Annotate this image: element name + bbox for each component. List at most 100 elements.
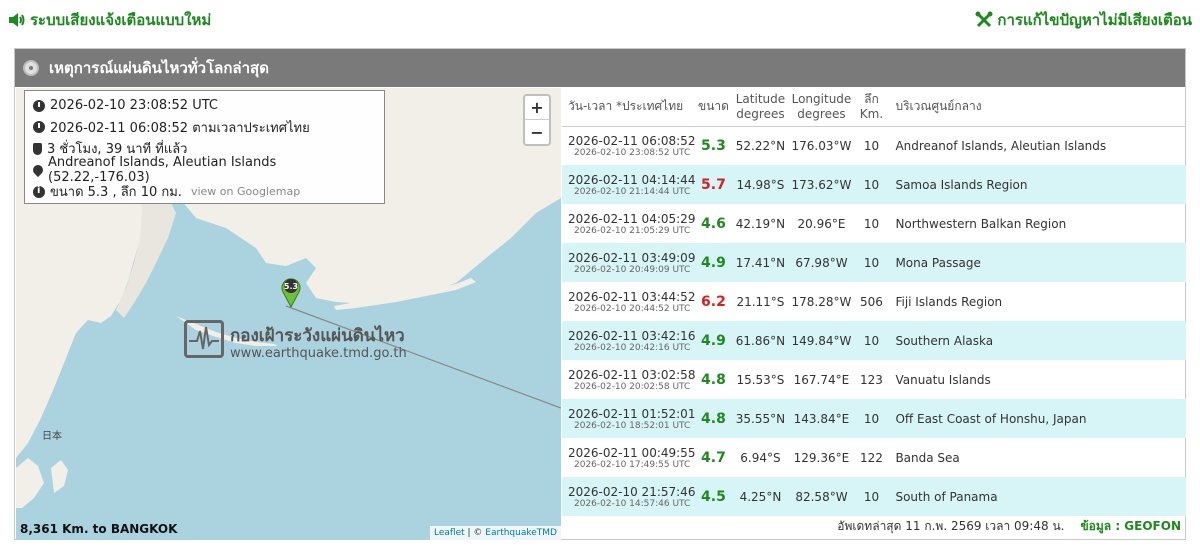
zoom-in-button[interactable]: + bbox=[525, 96, 549, 120]
cell-region: Andreanof Islands, Aleutian Islands bbox=[895, 138, 1107, 153]
table-row[interactable]: 2026-02-11 03:44:52 2026-02-10 20:44:52 U… bbox=[562, 282, 1186, 321]
cell-longitude: 176.03°W bbox=[791, 138, 852, 153]
cell-depth: 10 bbox=[853, 399, 890, 438]
zoom-out-button[interactable]: − bbox=[530, 122, 544, 142]
clock-icon bbox=[33, 99, 45, 112]
table-body: 2026-02-11 06:08:52 2026-02-10 23:08:52 U… bbox=[562, 126, 1186, 516]
new-alert-sound-link[interactable]: ระบบเสียงแจ้งเตือนแบบใหม่ bbox=[8, 8, 211, 32]
cell-magnitude: 4.9 bbox=[695, 321, 732, 360]
earthquake-panel: เหตุการณ์แผ่นดินไหวทั่วโลกล่าสุด 2026-02… bbox=[14, 48, 1186, 540]
cell-region: Off East Coast of Honshu, Japan bbox=[889, 399, 1186, 438]
cell-longitude: 149.84°W bbox=[789, 321, 854, 360]
utc-time: 2026-02-10 20:44:52 UTC bbox=[574, 303, 691, 314]
leaflet-link[interactable]: Leaflet bbox=[434, 528, 465, 538]
epicenter-marker[interactable]: 5.3 bbox=[280, 276, 301, 309]
info-magnitude-depth: ขนาด 5.3 , ลึก 10 กม. bbox=[50, 185, 182, 201]
header-longitude: Longitude degrees bbox=[789, 88, 854, 127]
googlemap-link[interactable]: view on Googlemap bbox=[190, 185, 301, 199]
cell-datetime: 2026-02-11 06:08:52 2026-02-10 23:08:52 U… bbox=[562, 126, 695, 165]
earthquake-map[interactable]: 2026-02-10 23:08:52 UTC 2026-02-11 06:08… bbox=[16, 88, 561, 540]
no-sound-fix-label: การแก้ไขปัญหาไม่มีเสียงเตือน bbox=[997, 11, 1192, 29]
earthquake-table-wrap: วัน-เวลา *ประเทศไทย ขนาด Latitude degree… bbox=[562, 88, 1187, 540]
cell-longitude: 178.28°W bbox=[791, 294, 852, 309]
table-row[interactable]: 2026-02-11 06:08:52 2026-02-10 23:08:52 U… bbox=[562, 126, 1186, 165]
hourglass-icon bbox=[33, 142, 42, 155]
clock-icon bbox=[33, 121, 45, 134]
cell-depth: 10 bbox=[853, 165, 890, 204]
cell-latitude: 15.53°S bbox=[736, 372, 785, 387]
cell-datetime: 2026-02-11 04:05:29 2026-02-10 21:05:29 U… bbox=[562, 204, 695, 243]
info-thai-row: 2026-02-11 06:08:52 ตามเวลาประเทศไทย bbox=[33, 117, 376, 139]
local-time: 2026-02-11 03:02:58 bbox=[568, 367, 696, 382]
table-header-row: วัน-เวลา *ประเทศไทย ขนาด Latitude degree… bbox=[562, 88, 1186, 127]
utc-time: 2026-02-10 20:02:58 UTC bbox=[574, 381, 691, 392]
table-row[interactable]: 2026-02-11 03:49:09 2026-02-10 20:49:09 U… bbox=[562, 243, 1186, 282]
header-magnitude: ขนาด bbox=[695, 88, 732, 127]
local-time: 2026-02-11 04:05:29 bbox=[568, 211, 696, 226]
cell-datetime: 2026-02-11 04:14:44 2026-02-10 21:14:44 U… bbox=[562, 165, 696, 204]
utc-time: 2026-02-10 21:05:29 UTC bbox=[574, 225, 691, 236]
cell-datetime: 2026-02-11 03:42:16 2026-02-10 20:42:16 U… bbox=[562, 321, 696, 360]
utc-time: 2026-02-10 14:57:46 UTC bbox=[574, 498, 691, 509]
cell-depth: 10 bbox=[863, 138, 880, 153]
cell-magnitude: 4.9 bbox=[695, 243, 732, 282]
info-elapsed: 3 ชั่วโมง, 39 นาที ที่แล้ว bbox=[47, 142, 188, 158]
cell-depth: 123 bbox=[860, 372, 883, 387]
cell-latitude: 52.22°N bbox=[735, 138, 786, 153]
no-sound-fix-link[interactable]: การแก้ไขปัญหาไม่มีเสียงเตือน bbox=[975, 8, 1192, 32]
local-time: 2026-02-11 04:14:44 bbox=[568, 172, 696, 187]
local-time: 2026-02-11 03:44:52 bbox=[568, 289, 696, 304]
event-info-box: 2026-02-10 23:08:52 UTC 2026-02-11 06:08… bbox=[24, 90, 385, 204]
utc-time: 2026-02-10 21:14:44 UTC bbox=[574, 186, 691, 197]
cell-depth: 10 bbox=[853, 321, 890, 360]
cell-region: Southern Alaska bbox=[889, 321, 1186, 360]
cell-latitude: 21.11°S bbox=[736, 294, 785, 309]
cell-longitude: 167.74°E bbox=[793, 372, 850, 387]
cell-depth: 122 bbox=[860, 450, 883, 465]
header-region: บริเวณศูนย์กลาง bbox=[889, 88, 1186, 127]
table-row[interactable]: 2026-02-10 21:57:46 2026-02-10 14:57:46 U… bbox=[562, 477, 1186, 516]
info-location-row: Andreanof Islands, Aleutian Islands (52.… bbox=[30, 155, 376, 185]
table-row[interactable]: 2026-02-11 03:42:16 2026-02-10 20:42:16 U… bbox=[562, 321, 1186, 360]
panel-title: เหตุการณ์แผ่นดินไหวทั่วโลกล่าสุด bbox=[49, 59, 269, 77]
panel-header: เหตุการณ์แผ่นดินไหวทั่วโลกล่าสุด bbox=[15, 49, 1185, 87]
header-depth: ลึก Km. bbox=[853, 88, 890, 127]
seismograph-logo-icon bbox=[184, 320, 224, 358]
cell-magnitude: 4.8 bbox=[701, 371, 726, 388]
attribution-separator: | © bbox=[464, 528, 486, 538]
cell-datetime: 2026-02-10 21:57:46 2026-02-10 14:57:46 U… bbox=[562, 477, 696, 516]
cell-latitude: 17.41°N bbox=[731, 243, 790, 282]
info-utc-time: 2026-02-10 23:08:52 UTC bbox=[50, 98, 218, 114]
table-row[interactable]: 2026-02-11 03:02:58 2026-02-10 20:02:58 U… bbox=[562, 360, 1186, 399]
cell-longitude: 143.84°E bbox=[789, 399, 854, 438]
cell-longitude: 82.58°W bbox=[789, 477, 854, 516]
cell-magnitude: 5.7 bbox=[695, 165, 732, 204]
cell-region: South of Panama bbox=[889, 477, 1186, 516]
table-footer: อัพเดทล่าสุด 11 ก.พ. 2569 เวลา 09:48 น. … bbox=[837, 517, 1181, 536]
cell-depth: 10 bbox=[853, 477, 890, 516]
table-row[interactable]: 2026-02-11 04:14:44 2026-02-10 21:14:44 U… bbox=[562, 165, 1186, 204]
table-row[interactable]: 2026-02-11 01:52:01 2026-02-10 18:52:01 U… bbox=[562, 399, 1186, 438]
earthquaketmd-link[interactable]: EarthquakeTMD bbox=[485, 528, 557, 538]
cell-latitude: 6.94°S bbox=[740, 450, 781, 465]
header-datetime: วัน-เวลา *ประเทศไทย bbox=[562, 88, 696, 127]
utc-time: 2026-02-10 18:52:01 UTC bbox=[574, 420, 691, 431]
cell-region: Fiji Islands Region bbox=[895, 294, 1003, 309]
cell-longitude: 173.62°W bbox=[789, 165, 854, 204]
local-time: 2026-02-11 03:42:16 bbox=[568, 328, 696, 343]
local-time: 2026-02-11 06:08:52 bbox=[568, 133, 696, 148]
local-time: 2026-02-11 00:49:55 bbox=[568, 445, 696, 460]
table-row[interactable]: 2026-02-11 04:05:29 2026-02-10 21:05:29 U… bbox=[562, 204, 1186, 243]
info-utc-row: 2026-02-10 23:08:52 UTC bbox=[33, 95, 376, 117]
top-bar: ระบบเสียงแจ้งเตือนแบบใหม่ การแก้ไขปัญหาไ… bbox=[0, 0, 1200, 40]
local-time: 2026-02-10 21:57:46 bbox=[568, 484, 696, 499]
cell-datetime: 2026-02-11 00:49:55 2026-02-10 17:49:55 U… bbox=[562, 438, 695, 477]
cell-magnitude: 6.2 bbox=[701, 293, 726, 310]
speaker-icon bbox=[9, 13, 25, 27]
cell-latitude: 35.55°N bbox=[731, 399, 790, 438]
cell-latitude: 42.19°N bbox=[735, 216, 786, 231]
cell-datetime: 2026-02-11 03:49:09 2026-02-10 20:49:09 U… bbox=[562, 243, 696, 282]
table-row[interactable]: 2026-02-11 00:49:55 2026-02-10 17:49:55 U… bbox=[562, 438, 1186, 477]
info-thai-time: 2026-02-11 06:08:52 ตามเวลาประเทศไทย bbox=[50, 120, 310, 136]
tools-icon bbox=[975, 11, 993, 28]
